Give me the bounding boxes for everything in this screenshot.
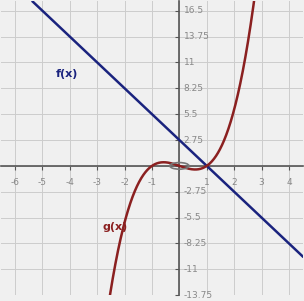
- Text: -2.75: -2.75: [184, 187, 207, 196]
- Text: -11: -11: [184, 265, 198, 274]
- Text: f(x): f(x): [56, 69, 78, 79]
- Text: -5.5: -5.5: [184, 213, 201, 222]
- Text: -2: -2: [120, 178, 129, 188]
- Text: 5.5: 5.5: [184, 110, 198, 119]
- Text: 11: 11: [184, 58, 195, 67]
- Text: -6: -6: [11, 178, 19, 188]
- Text: 1: 1: [204, 178, 210, 188]
- Text: -13.75: -13.75: [184, 290, 212, 299]
- Text: 8.25: 8.25: [184, 84, 203, 93]
- Text: 16.5: 16.5: [184, 6, 204, 15]
- Text: -3: -3: [93, 178, 102, 188]
- Text: 3: 3: [259, 178, 264, 188]
- Text: 2: 2: [231, 178, 237, 188]
- Text: -4: -4: [65, 178, 74, 188]
- Text: 13.75: 13.75: [184, 32, 209, 41]
- Text: 4: 4: [286, 178, 292, 188]
- Text: g(x): g(x): [103, 222, 128, 232]
- Text: 2.75: 2.75: [184, 135, 203, 144]
- Text: -1: -1: [147, 178, 157, 188]
- Text: -5: -5: [38, 178, 47, 188]
- Text: -8.25: -8.25: [184, 239, 207, 248]
